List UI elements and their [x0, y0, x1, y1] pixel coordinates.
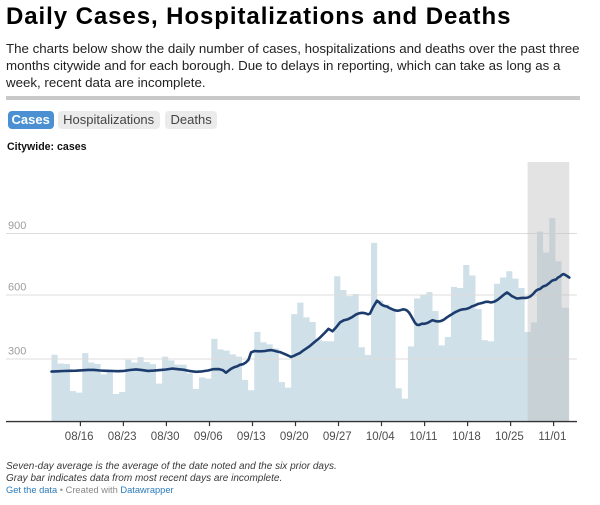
svg-text:900: 900 [8, 220, 26, 232]
svg-text:11/01: 11/01 [538, 431, 566, 443]
svg-text:10/25: 10/25 [495, 431, 524, 443]
svg-text:09/27: 09/27 [323, 431, 352, 443]
svg-text:10/04: 10/04 [366, 431, 395, 443]
svg-text:08/23: 08/23 [108, 431, 137, 443]
svg-text:08/16: 08/16 [65, 431, 94, 443]
svg-text:09/20: 09/20 [280, 431, 309, 443]
svg-text:10/18: 10/18 [452, 431, 481, 443]
svg-text:09/06: 09/06 [194, 431, 223, 443]
svg-text:08/30: 08/30 [151, 431, 180, 443]
svg-text:300: 300 [8, 346, 26, 358]
svg-text:600: 600 [8, 282, 26, 294]
svg-text:10/11: 10/11 [409, 431, 437, 443]
svg-text:09/13: 09/13 [237, 431, 266, 443]
